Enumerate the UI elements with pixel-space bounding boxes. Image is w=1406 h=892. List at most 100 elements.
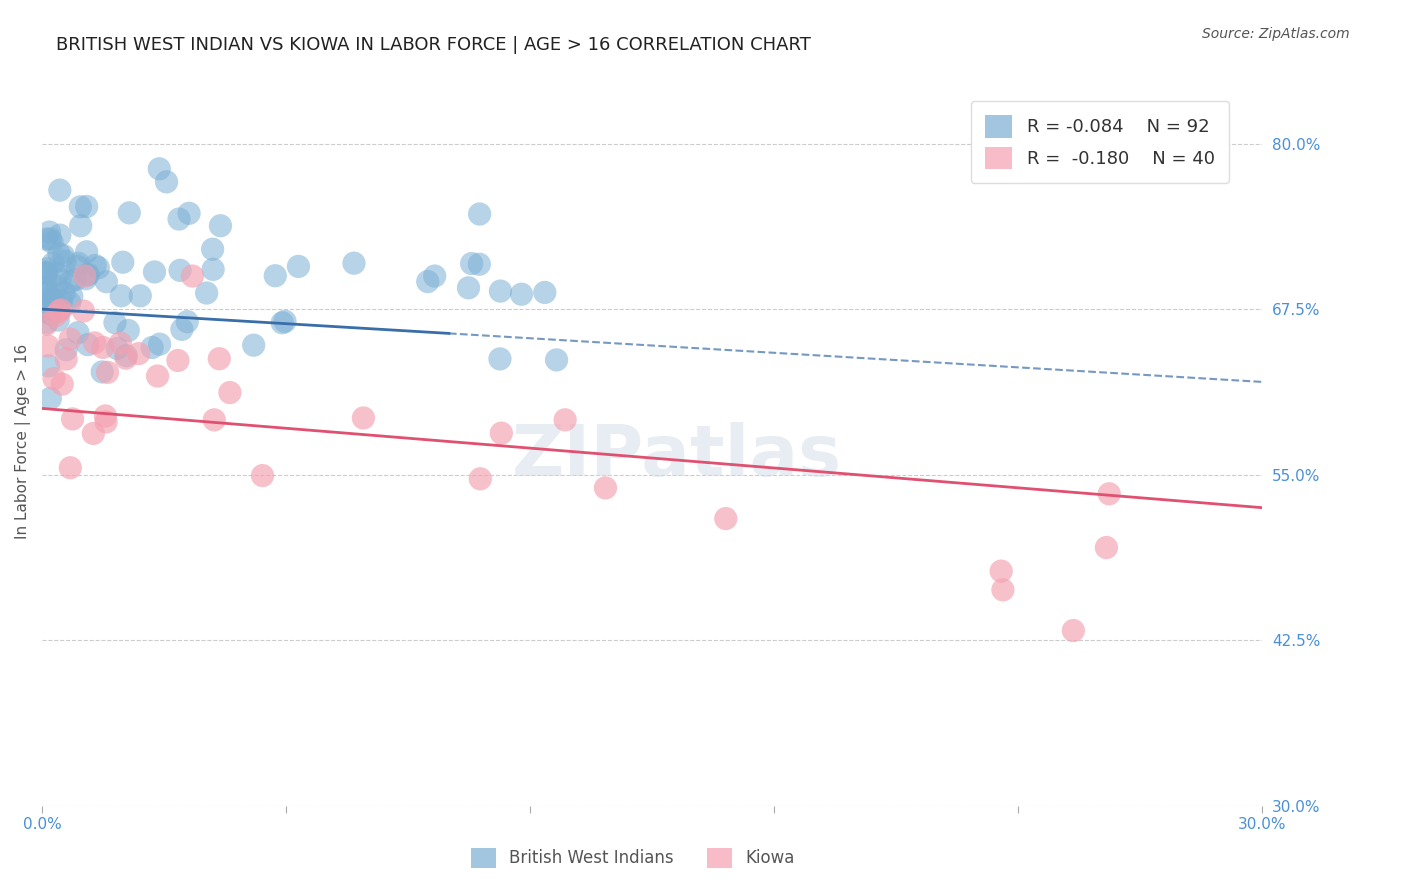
Point [39,289,62,303]
Point [146,369,169,384]
Point [91,340,114,354]
Point [554,413,576,427]
Point [48,304,70,318]
Point [115,349,138,363]
Point [219,385,242,400]
Point [423,268,446,283]
Point [343,256,366,270]
Point [52,249,75,263]
Point [177,206,200,220]
Point [41,235,63,250]
Point [117,324,139,338]
Point [59,332,82,346]
Point [66,326,89,340]
Point [491,426,513,441]
Point [62,412,84,426]
Point [75,271,97,285]
Point [82,426,104,441]
Y-axis label: In Labor Force | Age > 16: In Labor Force | Age > 16 [15,344,31,539]
Point [208,351,231,366]
Text: Source: ZipAtlas.com: Source: ZipAtlas.com [1202,27,1350,41]
Point [69,219,91,233]
Point [35,280,58,294]
Point [264,268,287,283]
Point [489,351,512,366]
Point [1062,624,1084,638]
Point [115,351,138,366]
Point [148,161,170,176]
Point [35,267,58,281]
Point [143,265,166,279]
Point [45,279,67,293]
Point [73,268,96,283]
Point [60,289,83,303]
Point [94,415,117,429]
Point [274,314,297,328]
Point [287,260,309,274]
Point [69,200,91,214]
Point [37,339,59,353]
Point [48,246,70,260]
Point [110,289,132,303]
Point [59,275,82,289]
Point [202,262,225,277]
Point [48,303,70,318]
Point [546,352,568,367]
Point [76,244,98,259]
Point [991,582,1014,597]
Point [111,255,134,269]
Point [37,261,59,276]
Point [87,260,110,275]
Point [176,315,198,329]
Point [460,256,482,270]
Point [46,313,69,327]
Point [96,275,118,289]
Point [55,343,77,357]
Point [533,285,555,300]
Point [42,371,65,385]
Point [51,293,73,308]
Point [59,295,82,310]
Point [72,304,94,318]
Point [209,219,232,233]
Point [242,338,264,352]
Point [91,365,114,379]
Point [352,411,374,425]
Point [201,242,224,256]
Point [49,302,72,317]
Point [35,316,58,330]
Point [169,263,191,277]
Point [155,175,177,189]
Point [990,564,1012,578]
Point [42,296,65,310]
Point [55,351,77,366]
Point [416,275,439,289]
Point [66,260,89,274]
Legend: R = -0.084    N = 92, R =  -0.180    N = 40: R = -0.084 N = 92, R = -0.180 N = 40 [970,101,1229,183]
Point [46,267,69,281]
Point [457,281,479,295]
Point [110,336,132,351]
Point [37,359,59,373]
Point [595,481,617,495]
Point [35,265,58,279]
Point [468,257,491,271]
Point [489,284,512,298]
Point [76,199,98,213]
Point [49,183,72,197]
Point [76,337,98,351]
Point [271,316,294,330]
Point [1095,541,1118,555]
Point [129,289,152,303]
Point [468,207,491,221]
Point [35,285,58,300]
Point [67,256,90,270]
Point [202,413,225,427]
Point [41,308,63,322]
Point [42,256,65,270]
Point [53,254,76,268]
Point [252,468,274,483]
Point [510,287,533,301]
Point [470,472,492,486]
Point [167,353,190,368]
